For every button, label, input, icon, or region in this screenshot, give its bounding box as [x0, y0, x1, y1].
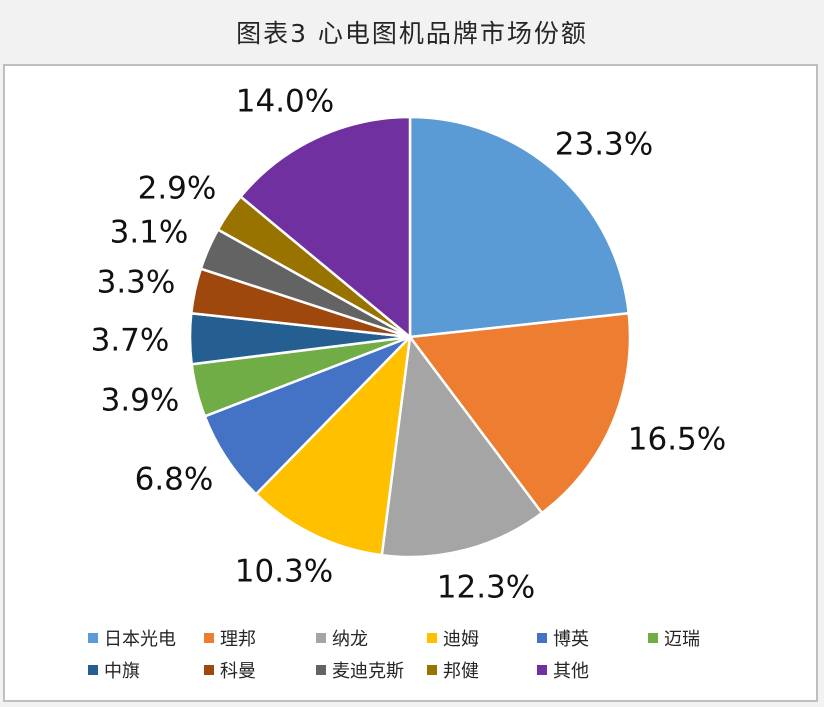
- slice-label-1: 23.3%: [555, 127, 653, 163]
- slice-label-7: 3.7%: [91, 323, 170, 359]
- pie-labels: 23.3% 16.5% 12.3% 10.3% 6.8% 3.9% 3.7% 3.3% 3.1%…: [91, 84, 727, 606]
- slice-label-4: 10.3%: [235, 554, 333, 590]
- slice-label-9: 3.1%: [110, 215, 189, 251]
- pie-slices: [188, 115, 632, 559]
- title-bar: 图表3 心电图机品牌市场份额: [0, 0, 824, 64]
- slice-label-8: 3.3%: [97, 265, 176, 301]
- pie-slice-3: [380, 333, 544, 559]
- slice-label-3: 12.3%: [437, 570, 535, 606]
- pie-slice-2: [407, 311, 632, 515]
- slice-label-6: 3.9%: [101, 383, 180, 419]
- slice-label-10: 2.9%: [138, 171, 217, 207]
- slice-label-5: 6.8%: [135, 462, 214, 498]
- chart-title: 图表3 心电图机品牌市场份额: [236, 19, 588, 48]
- slice-label-11: 14.0%: [236, 84, 334, 120]
- slice-label-2: 16.5%: [628, 422, 726, 458]
- pie-slice-1: [408, 115, 631, 339]
- pie-slice-4: [254, 333, 412, 557]
- pie-slice-11: [238, 115, 412, 340]
